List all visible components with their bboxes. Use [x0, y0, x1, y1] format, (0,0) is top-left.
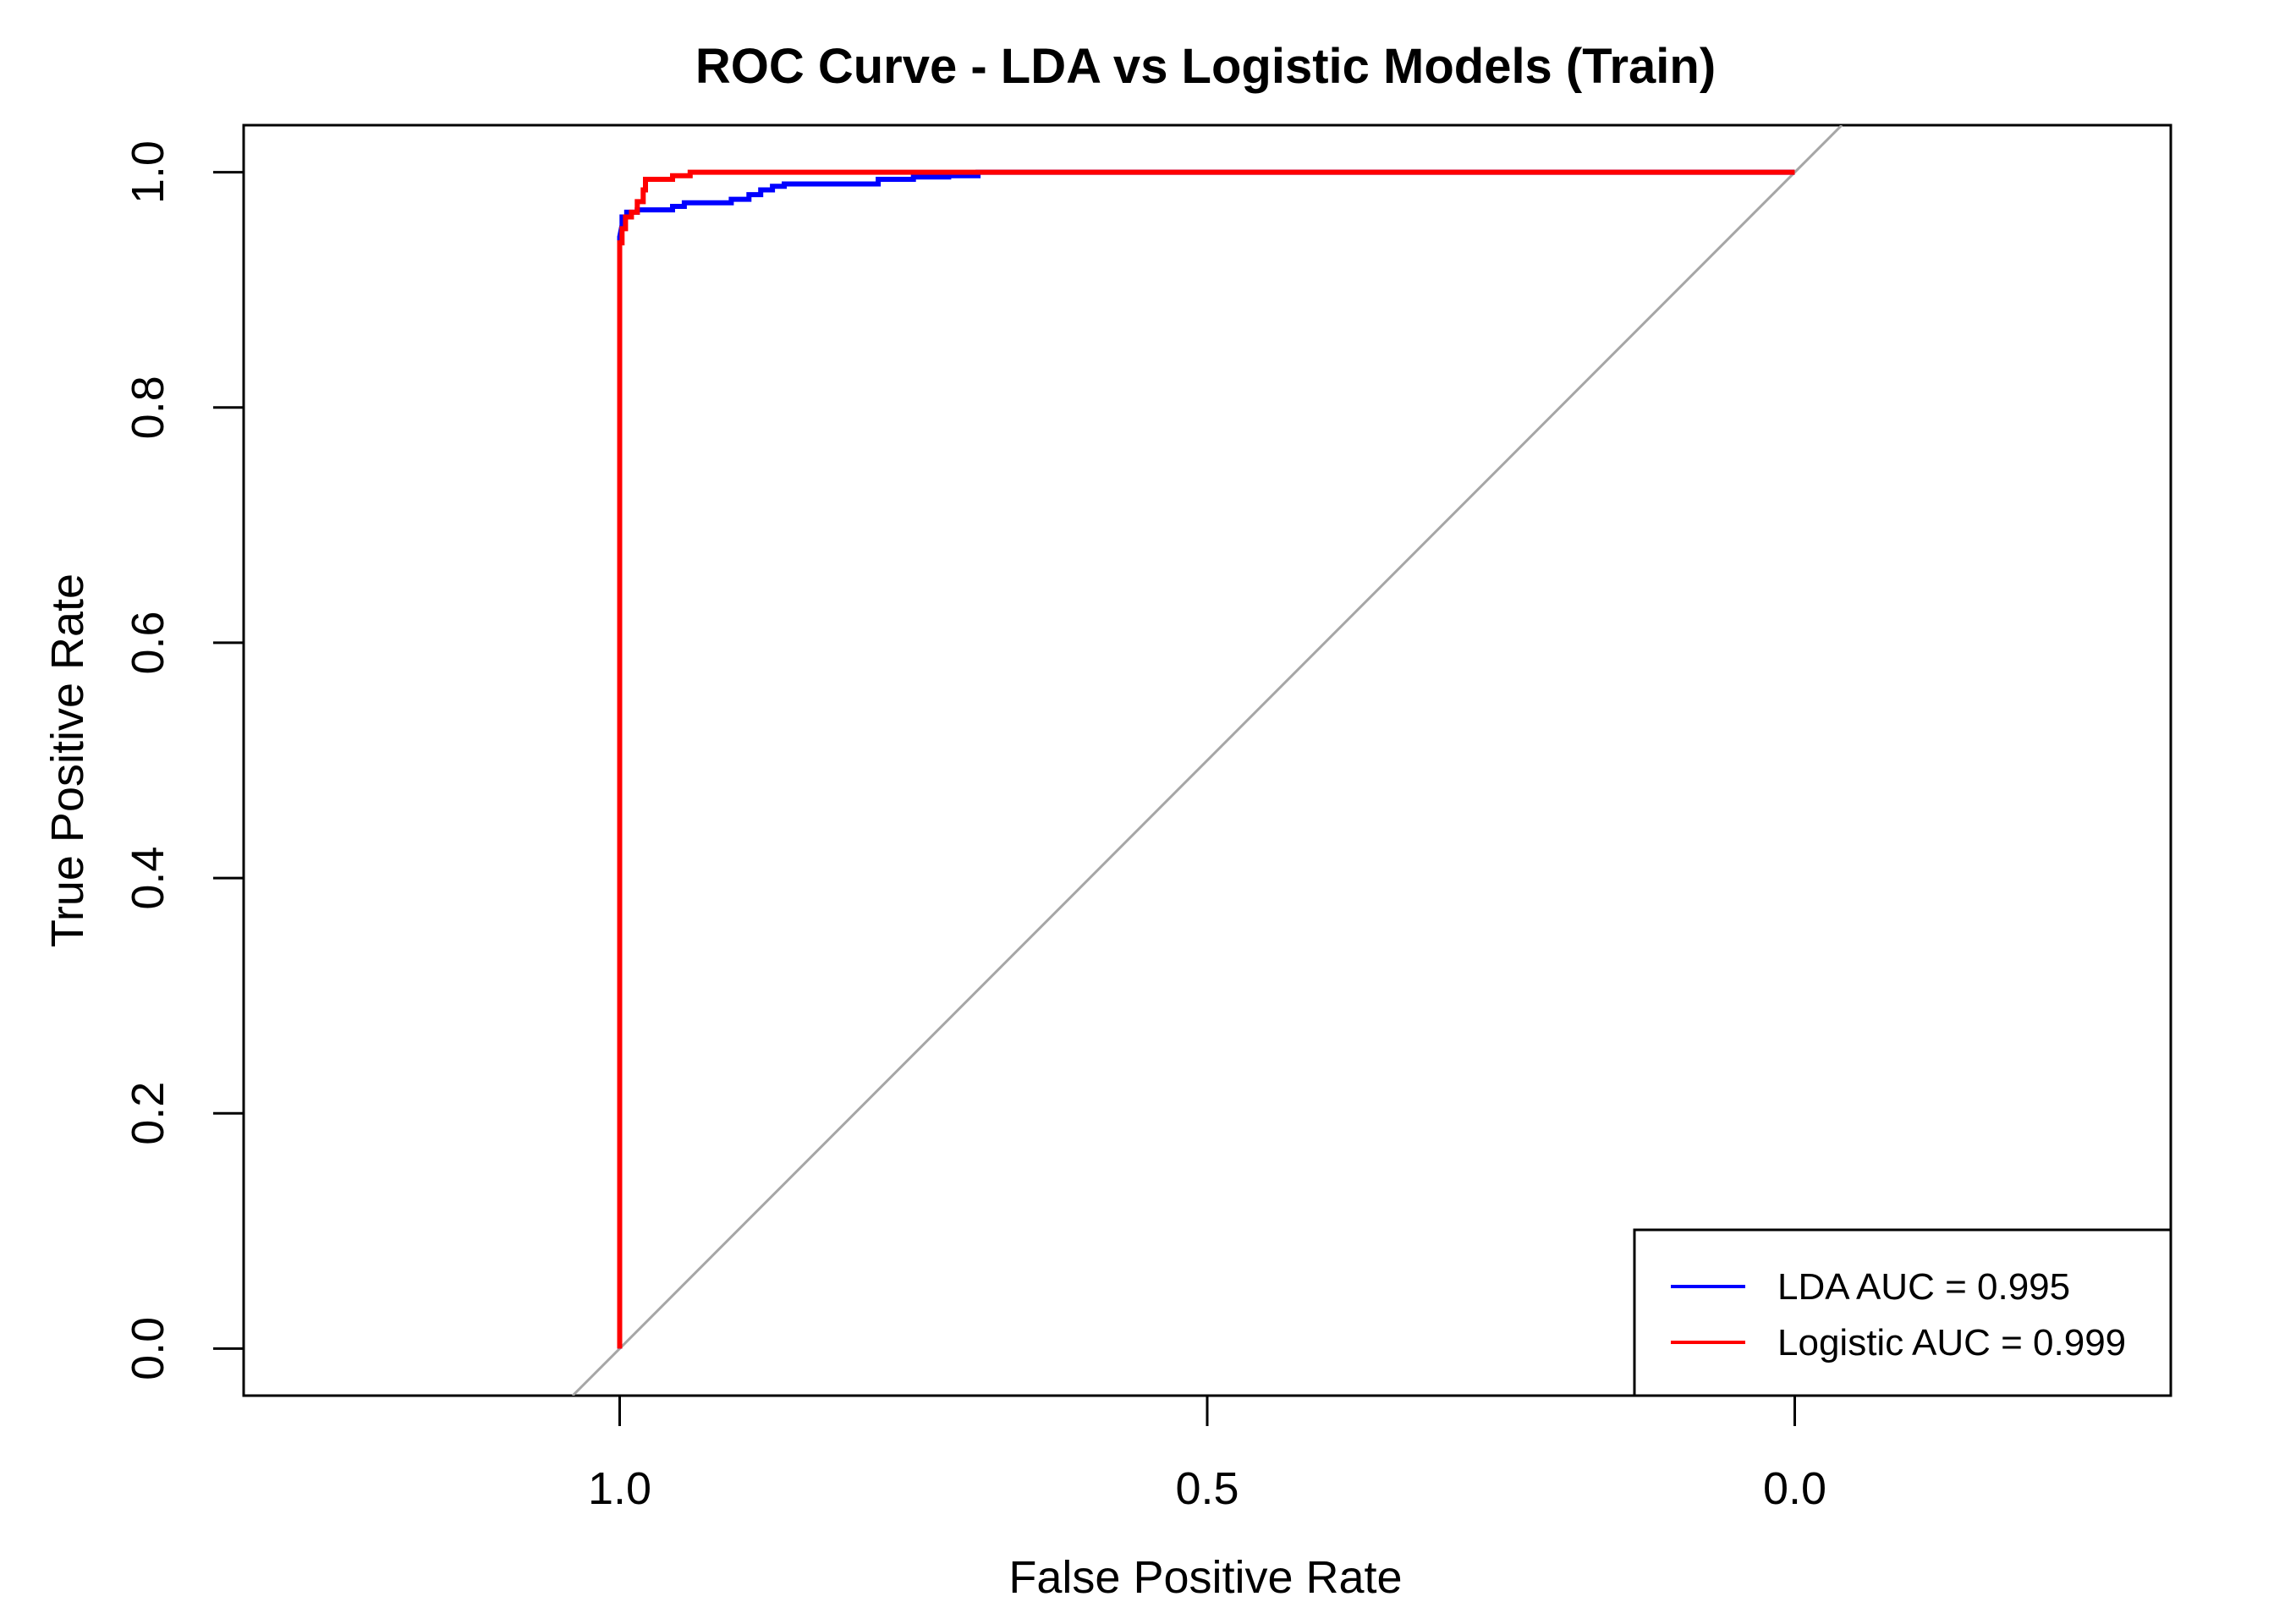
y-tick-label: 0.4: [123, 847, 173, 910]
legend-label-lda: LDA AUC = 0.995: [1777, 1266, 2070, 1308]
y-tick-label: 0.2: [123, 1082, 173, 1145]
x-axis: 1.0 0.5 0.0: [588, 1394, 1826, 1514]
y-tick-label: 0.6: [123, 611, 173, 674]
y-axis: 0.0 0.2 0.4 0.6 0.8 1.0: [123, 140, 245, 1380]
x-tick-label: 1.0: [588, 1463, 651, 1514]
legend-label-logistic: Logistic AUC = 0.999: [1777, 1322, 2126, 1363]
roc-series-group: [617, 169, 1795, 1349]
x-tick-label: 0.0: [1763, 1463, 1826, 1514]
legend: LDA AUC = 0.995 Logistic AUC = 0.999: [1633, 1228, 2172, 1397]
y-tick-label: 0.0: [123, 1317, 173, 1380]
y-tick-label: 1.0: [123, 140, 173, 204]
x-tick-label: 0.5: [1175, 1463, 1239, 1514]
series-line-logistic: [617, 169, 1795, 1349]
chart-title: ROC Curve - LDA vs Logistic Models (Trai…: [695, 39, 1716, 94]
legend-box: [1633, 1228, 2172, 1397]
x-axis-label: False Positive Rate: [1008, 1552, 1402, 1603]
reference-diagonal-line: [571, 125, 1843, 1396]
series-line-lda: [617, 169, 1795, 1349]
y-axis-label: True Positive Rate: [42, 573, 93, 947]
diagonal-reference-line: [571, 125, 1843, 1396]
y-tick-label: 0.8: [123, 376, 173, 439]
